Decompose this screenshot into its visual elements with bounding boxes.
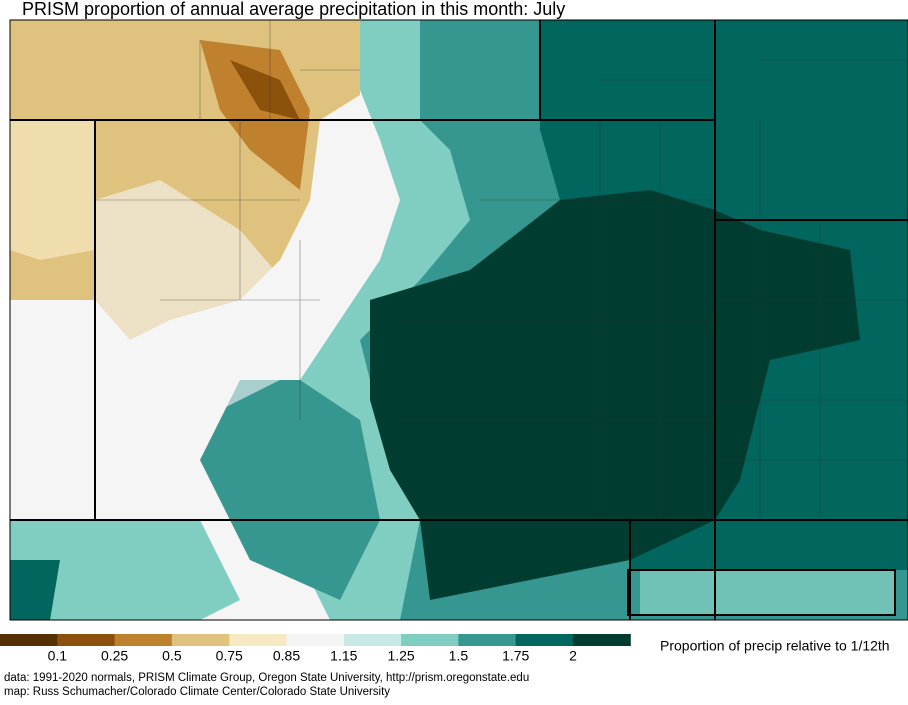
legend-label: 1.5 bbox=[449, 648, 469, 664]
legend-label: 0.1 bbox=[48, 648, 68, 664]
legend-swatch bbox=[171, 634, 230, 646]
legend-label: 1.75 bbox=[502, 648, 529, 664]
legend-swatch bbox=[401, 634, 459, 646]
legend-swatch bbox=[229, 634, 287, 646]
legend-label: 0.85 bbox=[273, 648, 300, 664]
credit-line: map: Russ Schumacher/Colorado Climate Ce… bbox=[4, 686, 390, 698]
legend-label: 1.25 bbox=[387, 648, 414, 664]
legend-swatch bbox=[286, 634, 345, 646]
legend: 0.1 0.25 0.5 0.75 0.85 1.15 1.25 1.5 1.75 2 bbox=[0, 634, 631, 664]
legend-label: 2 bbox=[569, 648, 577, 664]
legend-swatch bbox=[57, 634, 116, 646]
legend-swatch bbox=[0, 634, 58, 646]
legend-swatch bbox=[458, 634, 517, 646]
legend-label: 0.5 bbox=[162, 648, 182, 664]
credit-line: data: 1991-2020 normals, PRISM Climate G… bbox=[4, 672, 529, 684]
legend-label: 1.15 bbox=[330, 648, 357, 664]
map bbox=[9, 19, 908, 621]
legend-swatch bbox=[573, 634, 631, 646]
map-title: PRISM proportion of annual average preci… bbox=[22, 0, 565, 19]
legend-swatch bbox=[114, 634, 173, 646]
legend-label: 0.25 bbox=[101, 648, 128, 664]
legend-title: Proportion of precip relative to 1/12th bbox=[660, 638, 890, 654]
legend-swatch bbox=[515, 634, 574, 646]
legend-swatch bbox=[343, 634, 402, 646]
legend-label: 0.75 bbox=[216, 648, 243, 664]
